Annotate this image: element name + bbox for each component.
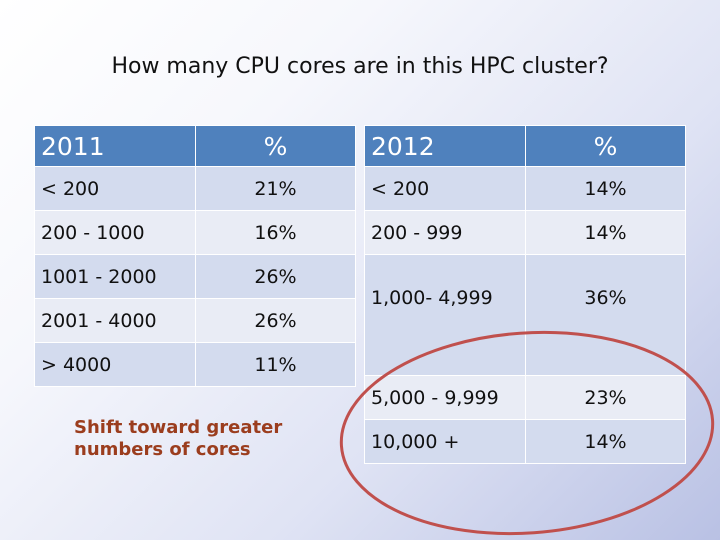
table-row: < 200 14% [364, 166, 686, 211]
table-header-row: 2011 % [34, 125, 356, 167]
percent-cell: 14% [525, 210, 686, 255]
header-percent: % [525, 125, 686, 167]
table-row: > 4000 11% [34, 342, 356, 387]
shift-note: Shift toward greater numbers of cores [74, 417, 314, 461]
slide-title: How many CPU cores are in this HPC clust… [111, 54, 609, 79]
table-row: < 200 21% [34, 166, 356, 211]
header-year: 2011 [34, 125, 196, 167]
range-cell: < 200 [34, 166, 196, 211]
range-cell: 10,000 + [364, 419, 526, 464]
header-percent: % [195, 125, 356, 167]
percent-cell: 21% [195, 166, 356, 211]
table-2011: 2011 % < 200 21% 200 - 1000 16% 1001 - 2… [34, 125, 356, 387]
note-line: Shift toward greater [74, 417, 283, 438]
percent-cell: 23% [525, 375, 686, 420]
percent-cell: 26% [195, 254, 356, 299]
percent-cell: 14% [525, 419, 686, 464]
range-cell: 1001 - 2000 [34, 254, 196, 299]
range-cell: > 4000 [34, 342, 196, 387]
percent-cell: 26% [195, 298, 356, 343]
table-header-row: 2012 % [364, 125, 686, 167]
percent-cell: 36% [525, 254, 686, 376]
percent-cell: 11% [195, 342, 356, 387]
percent-cell: 16% [195, 210, 356, 255]
table-row: 2001 - 4000 26% [34, 298, 356, 343]
table-row: 5,000 - 9,999 23% [364, 375, 686, 420]
table-2012: 2012 % < 200 14% 200 - 999 14% 1,000- 4,… [364, 125, 686, 464]
range-cell: 200 - 1000 [34, 210, 196, 255]
header-year: 2012 [364, 125, 526, 167]
range-cell: 200 - 999 [364, 210, 526, 255]
table-row: 200 - 999 14% [364, 210, 686, 255]
note-line: numbers of cores [74, 439, 251, 460]
range-cell: 1,000- 4,999 [364, 254, 526, 376]
range-cell: < 200 [364, 166, 526, 211]
percent-cell: 14% [525, 166, 686, 211]
table-row: 1001 - 2000 26% [34, 254, 356, 299]
table-row: 10,000 + 14% [364, 419, 686, 464]
table-row: 200 - 1000 16% [34, 210, 356, 255]
table-row: 1,000- 4,999 36% [364, 254, 686, 376]
range-cell: 2001 - 4000 [34, 298, 196, 343]
highlight-ellipse [339, 330, 715, 536]
